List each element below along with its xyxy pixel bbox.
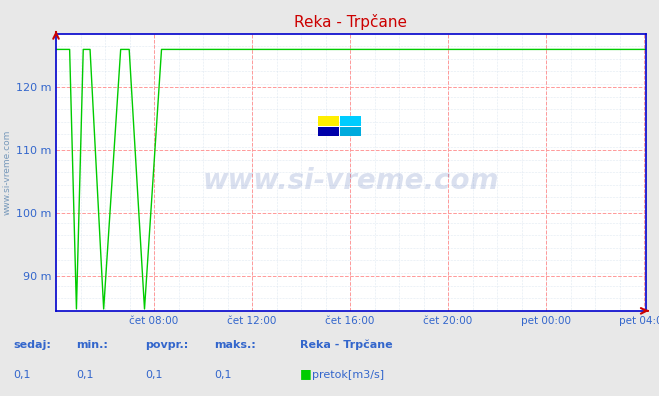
Bar bbox=[318, 126, 339, 136]
Text: maks.:: maks.: bbox=[214, 341, 256, 350]
Bar bbox=[318, 116, 339, 126]
Text: sedaj:: sedaj: bbox=[13, 341, 51, 350]
Bar bbox=[340, 126, 361, 136]
Text: 0,1: 0,1 bbox=[13, 370, 31, 380]
Title: Reka - Trpčane: Reka - Trpčane bbox=[295, 14, 407, 30]
Y-axis label: www.si-vreme.com: www.si-vreme.com bbox=[3, 129, 11, 215]
Text: povpr.:: povpr.: bbox=[145, 341, 188, 350]
Text: pretok[m3/s]: pretok[m3/s] bbox=[312, 370, 384, 380]
Bar bbox=[340, 116, 361, 126]
Text: 0,1: 0,1 bbox=[214, 370, 232, 380]
Text: Reka - Trpčane: Reka - Trpčane bbox=[300, 340, 393, 350]
Text: min.:: min.: bbox=[76, 341, 107, 350]
Text: ■: ■ bbox=[300, 367, 312, 380]
Text: www.si-vreme.com: www.si-vreme.com bbox=[203, 167, 499, 194]
Text: 0,1: 0,1 bbox=[145, 370, 163, 380]
Text: 0,1: 0,1 bbox=[76, 370, 94, 380]
